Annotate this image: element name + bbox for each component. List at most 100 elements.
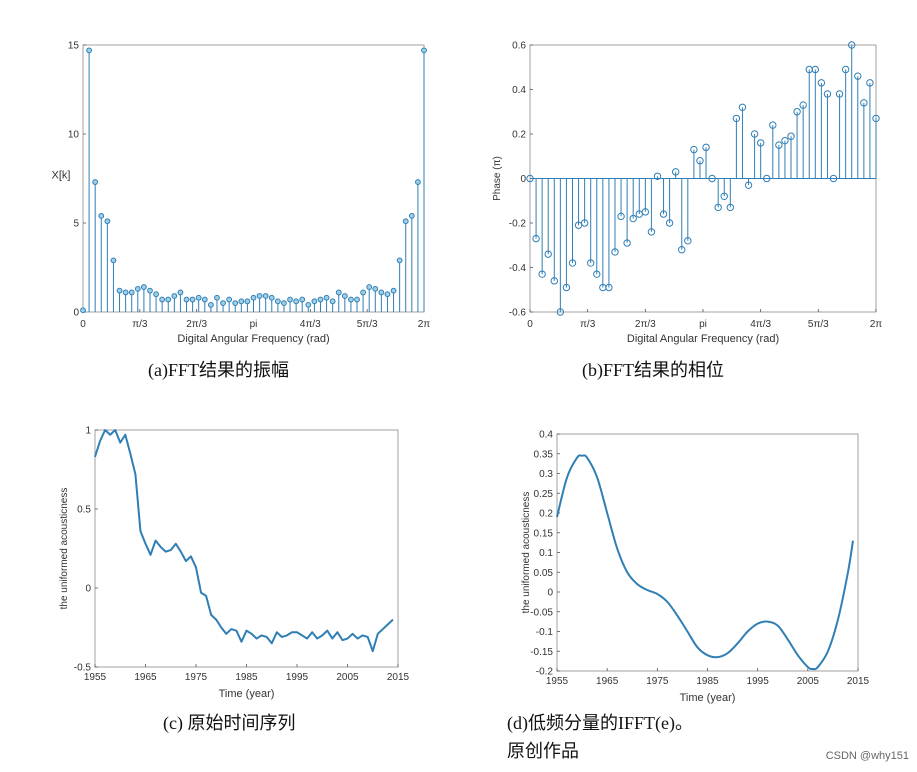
- x-tick-label: 0: [80, 319, 86, 330]
- y-tick-label: 0.4: [512, 85, 526, 96]
- y-tick-label: 15: [68, 41, 80, 52]
- x-axis-label: Digital Angular Frequency (rad): [177, 333, 329, 345]
- stem-marker: [641, 208, 650, 216]
- x-tick-label: pi: [699, 319, 707, 330]
- stem-marker: [756, 139, 765, 147]
- caption-d: (d)低频分量的IFFT(e)。: [507, 713, 693, 733]
- stem-marker: [580, 219, 589, 227]
- stem-marker: [171, 293, 178, 299]
- y-tick-label: -0.2: [509, 219, 527, 230]
- stem-marker: [92, 179, 99, 185]
- stem-marker: [317, 296, 324, 303]
- stem-marker: [323, 294, 330, 301]
- x-tick-label: 1955: [84, 672, 107, 683]
- stem-marker: [299, 296, 306, 303]
- stem-marker: [556, 308, 565, 316]
- stem-marker: [829, 174, 838, 183]
- y-tick-label: 0.25: [534, 489, 554, 500]
- stem-marker: [250, 294, 257, 301]
- stem-marker: [781, 136, 789, 145]
- stem-marker: [738, 103, 747, 112]
- stem-marker: [690, 145, 698, 154]
- stem-marker: [544, 250, 552, 258]
- stem-marker: [341, 293, 348, 299]
- stem-marker: [396, 257, 403, 264]
- series-line: [94, 429, 394, 653]
- stem-marker: [195, 294, 202, 301]
- stem-marker: [532, 234, 540, 243]
- stem-marker: [232, 300, 239, 307]
- x-axis-label: Time (year): [219, 688, 275, 700]
- stem-marker: [281, 300, 287, 307]
- x-tick-label: 1975: [185, 672, 208, 683]
- caption-c: (c) 原始时间序列: [163, 713, 296, 733]
- stem-marker: [384, 291, 391, 298]
- stem-marker: [708, 174, 716, 183]
- y-tick-label: -0.05: [530, 607, 553, 618]
- stem-marker: [372, 285, 379, 292]
- stem-marker: [769, 121, 777, 129]
- x-tick-label: 2005: [336, 672, 359, 683]
- stem-marker: [593, 270, 601, 278]
- caption-b: (b)FFT结果的相位: [582, 360, 725, 380]
- stem-marker: [390, 287, 397, 294]
- stem-marker: [817, 79, 826, 87]
- stem-marker: [684, 237, 692, 245]
- y-tick-label: 0.3: [539, 469, 553, 480]
- stem-marker: [775, 141, 783, 149]
- y-tick-label: 0: [73, 308, 79, 319]
- y-axis-label: Phase (π): [492, 156, 503, 201]
- y-tick-label: -0.5: [74, 663, 92, 674]
- stem-marker: [732, 114, 741, 123]
- y-tick-label: 0.6: [512, 41, 526, 52]
- stem-marker: [720, 192, 728, 201]
- stem-marker: [287, 296, 293, 303]
- x-tick-label: 1995: [286, 672, 309, 683]
- stem-marker: [183, 296, 190, 303]
- stem-marker: [811, 65, 819, 74]
- y-tick-label: -0.6: [509, 308, 527, 319]
- stem-marker: [799, 101, 807, 109]
- stem-marker: [835, 90, 844, 98]
- y-tick-label: 0.1: [539, 548, 553, 559]
- x-tick-label: 2π: [870, 319, 883, 330]
- stem-marker: [104, 218, 111, 225]
- x-tick-label: 4π/3: [300, 319, 321, 330]
- y-tick-label: 0: [85, 584, 91, 595]
- x-tick-label: 1955: [546, 676, 569, 687]
- stem-marker: [116, 287, 123, 294]
- x-tick-label: 5π/3: [357, 319, 378, 330]
- y-axis-label: the uniformed acousticness: [521, 492, 532, 614]
- x-tick-label: π/3: [132, 319, 148, 330]
- stem-marker: [86, 47, 92, 54]
- x-tick-label: 0: [527, 319, 533, 330]
- x-tick-label: 1995: [747, 676, 770, 687]
- stem-marker: [854, 72, 862, 80]
- stem-marker: [714, 203, 722, 212]
- y-tick-label: 0.15: [534, 528, 554, 539]
- stem-marker: [611, 248, 619, 256]
- stem-marker: [568, 259, 577, 267]
- stem-marker: [177, 289, 184, 296]
- stem-marker: [623, 239, 631, 247]
- stem-marker: [587, 259, 595, 267]
- x-tick-label: 2π/3: [635, 319, 656, 330]
- stem-marker: [128, 289, 135, 296]
- stem-marker: [159, 296, 166, 303]
- x-tick-label: 2π/3: [186, 319, 207, 330]
- stem-marker: [550, 277, 558, 285]
- stem-marker: [311, 298, 318, 305]
- stem-marker: [866, 79, 874, 87]
- stem-marker: [526, 174, 534, 183]
- x-tick-label: 1985: [696, 676, 719, 687]
- y-tick-label: 0.4: [539, 430, 553, 441]
- stem-marker: [841, 65, 850, 74]
- x-axis-label: Time (year): [680, 692, 736, 704]
- stem-marker: [207, 301, 214, 308]
- y-tick-label: 0.5: [77, 505, 91, 516]
- stem-marker: [647, 228, 656, 236]
- stem-marker: [823, 90, 832, 98]
